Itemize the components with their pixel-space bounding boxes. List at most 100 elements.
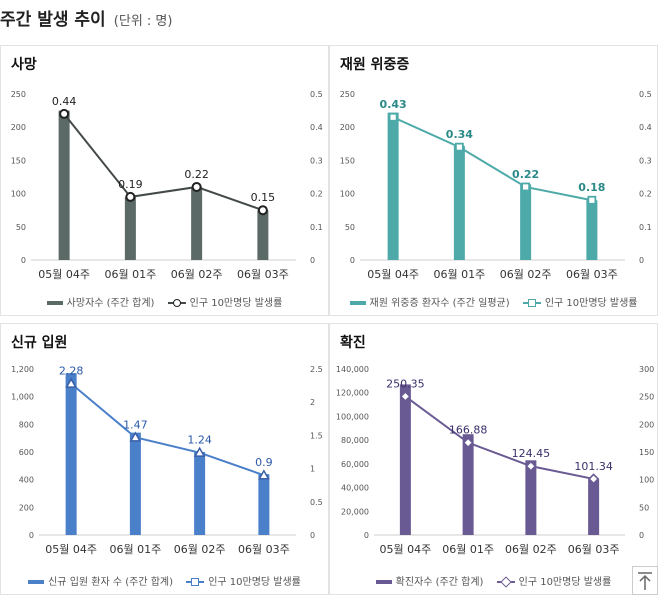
- legend-label: 인구 10만명당 발생률: [189, 298, 283, 309]
- data-label: 1.47: [123, 418, 148, 431]
- y-right-tick-label: 0: [639, 531, 644, 540]
- unit-note: (단위 : 명): [113, 14, 173, 29]
- line-marker: [258, 469, 270, 480]
- legend-item-bar: 재원 위중증 환자수 (주간 일평균): [349, 294, 510, 309]
- legend-item-line: 인구 10만명당 발생률: [167, 294, 283, 309]
- legend-item-line: 인구 10만명당 발생률: [522, 294, 638, 309]
- y-left-tick-label: 50: [345, 223, 355, 232]
- y-left-tick-label: 200: [11, 123, 26, 132]
- rate-line: [404, 395, 594, 480]
- arrow-up-to-line-icon: [638, 572, 652, 590]
- x-tick-label: 06월 03주: [238, 543, 290, 556]
- page-title-text: 주간 발생 추이: [0, 10, 106, 30]
- chart-legend: 확진자수 (주간 합계) 인구 10만명당 발생률: [330, 573, 657, 588]
- legend-label: 확진자수 (주간 합계): [395, 577, 484, 588]
- line-marker: [587, 473, 600, 485]
- y-right-tick-label: 0.4: [639, 123, 652, 132]
- chart-title: 확진: [340, 335, 366, 351]
- bar: [387, 112, 399, 260]
- line-marker: [129, 431, 142, 442]
- y-right-tick-label: 0.2: [310, 190, 323, 199]
- bar: [65, 373, 77, 535]
- y-left-tick-label: 80,000: [341, 436, 369, 445]
- legend-item-bar: 신규 입원 환자 수 (주간 합계): [28, 573, 173, 588]
- y-right-tick-label: 50: [639, 503, 649, 512]
- y-right-tick-label: 1: [310, 465, 315, 474]
- chart-svg: 250 200 150 100 50 0 0.5 0.4 0.3 0.2 0.1 0 05월 04주 06…: [340, 90, 652, 281]
- chart-title: 신규 입원: [11, 335, 68, 351]
- y-right-tick-label: 2: [310, 398, 315, 407]
- x-tick-label: 06월 02주: [505, 543, 557, 556]
- y-right-tick-label: 0.2: [639, 190, 652, 199]
- y-left-tick-label: 0: [29, 531, 34, 540]
- data-label: 0.19: [118, 178, 143, 191]
- x-tick-label: 06월 02주: [174, 543, 226, 556]
- data-label: 166.88: [449, 424, 488, 437]
- bar: [194, 452, 206, 535]
- y-left-tick-label: 40,000: [341, 484, 369, 493]
- y-left-tick-label: 150: [11, 156, 26, 165]
- data-label: 1.24: [187, 434, 212, 447]
- data-label: 0.18: [578, 181, 605, 194]
- chart-legend: 재원 위중증 환자수 (주간 일평균) 인구 10만명당 발생률: [330, 294, 657, 309]
- line-marker: [525, 460, 537, 472]
- y-right-tick-label: 250: [639, 393, 654, 402]
- y-left-tick-label: 1,000: [11, 393, 34, 402]
- y-right-tick-label: 0.5: [310, 498, 323, 507]
- y-left-tick-label: 100: [340, 190, 355, 199]
- data-label: 0.9: [255, 456, 273, 469]
- chart-title: 재원 위중증: [340, 57, 410, 73]
- data-label: 0.22: [512, 168, 539, 181]
- data-label: 2.28: [59, 365, 84, 378]
- y-right-tick-label: 100: [639, 476, 654, 485]
- chart-svg: 250 200 150 100 50 0 0.5 0.4 0.3 0.2 0.1 0 05월 04주 06…: [11, 90, 323, 281]
- bar: [258, 474, 270, 535]
- chart-panel-new-admission: 신규 입원 1,200 1,000 800 600 400 200 0 2.5 2 1.5 1 0.5…: [0, 323, 329, 595]
- legend-item-bar: 확진자수 (주간 합계): [375, 573, 484, 588]
- legend-item-line: 인구 10만명당 발생률: [496, 573, 612, 588]
- y-left-tick-label: 20,000: [341, 507, 369, 516]
- data-label: 0.34: [446, 128, 473, 141]
- bar: [191, 186, 203, 260]
- y-left-tick-label: 250: [340, 90, 355, 99]
- line-marker: [193, 446, 206, 457]
- y-right-tick-label: 1.5: [310, 431, 323, 440]
- legend-marker: [527, 299, 536, 307]
- legend-bar-swatch: [375, 580, 392, 584]
- chart-legend: 신규 입원 환자 수 (주간 합계) 인구 10만명당 발생률: [1, 573, 328, 588]
- x-tick-label: 06월 01주: [442, 543, 494, 556]
- x-tick-label: 06월 03주: [568, 543, 620, 556]
- y-left-tick-label: 50: [16, 223, 26, 232]
- y-right-tick-label: 0: [639, 256, 644, 265]
- y-left-tick-label: 600: [19, 448, 34, 457]
- scroll-to-top-button[interactable]: [632, 566, 658, 595]
- chart-svg: 1,200 1,000 800 600 400 200 0 2.5 2 1.5 1 0.5 0 05월 0…: [11, 365, 323, 556]
- y-left-tick-label: 250: [11, 90, 26, 99]
- data-label: 250.35: [386, 377, 425, 390]
- line-marker: [399, 390, 412, 403]
- y-left-tick-label: 400: [19, 476, 34, 485]
- legend-label: 인구 10만명당 발생률: [208, 577, 301, 588]
- x-tick-label: 05월 04주: [38, 268, 90, 281]
- line-marker: [454, 142, 464, 152]
- line-marker: [191, 181, 202, 192]
- rate-line: [70, 382, 265, 477]
- legend-bar-swatch: [349, 301, 366, 305]
- x-tick-label: 06월 03주: [566, 268, 618, 281]
- y-right-tick-label: 200: [639, 420, 654, 429]
- y-left-tick-label: 800: [19, 420, 34, 429]
- line-marker: [125, 191, 136, 202]
- legend-bar-swatch: [46, 301, 63, 305]
- line-marker: [59, 108, 70, 119]
- y-left-tick-label: 0: [364, 531, 369, 540]
- x-tick-label: 06월 02주: [500, 268, 552, 281]
- bar: [257, 210, 269, 260]
- y-left-tick-label: 150: [340, 156, 355, 165]
- chart-panel-severe: 재원 위중증 250 200 150 100 50 0 0.5 0.4 0.3 0.2 0.1 0 05…: [329, 45, 658, 316]
- chart-panel-confirmed: 확진 140,000 120,000 100,000 80,000 60,000 40,0…: [329, 323, 658, 595]
- legend-label: 신규 입원 환자 수 (주간 합계): [48, 577, 174, 588]
- y-left-tick-label: 100,000: [336, 412, 369, 421]
- y-left-tick-label: 140,000: [336, 365, 369, 374]
- legend-label: 인구 10만명당 발생률: [518, 577, 612, 588]
- bar: [129, 432, 141, 535]
